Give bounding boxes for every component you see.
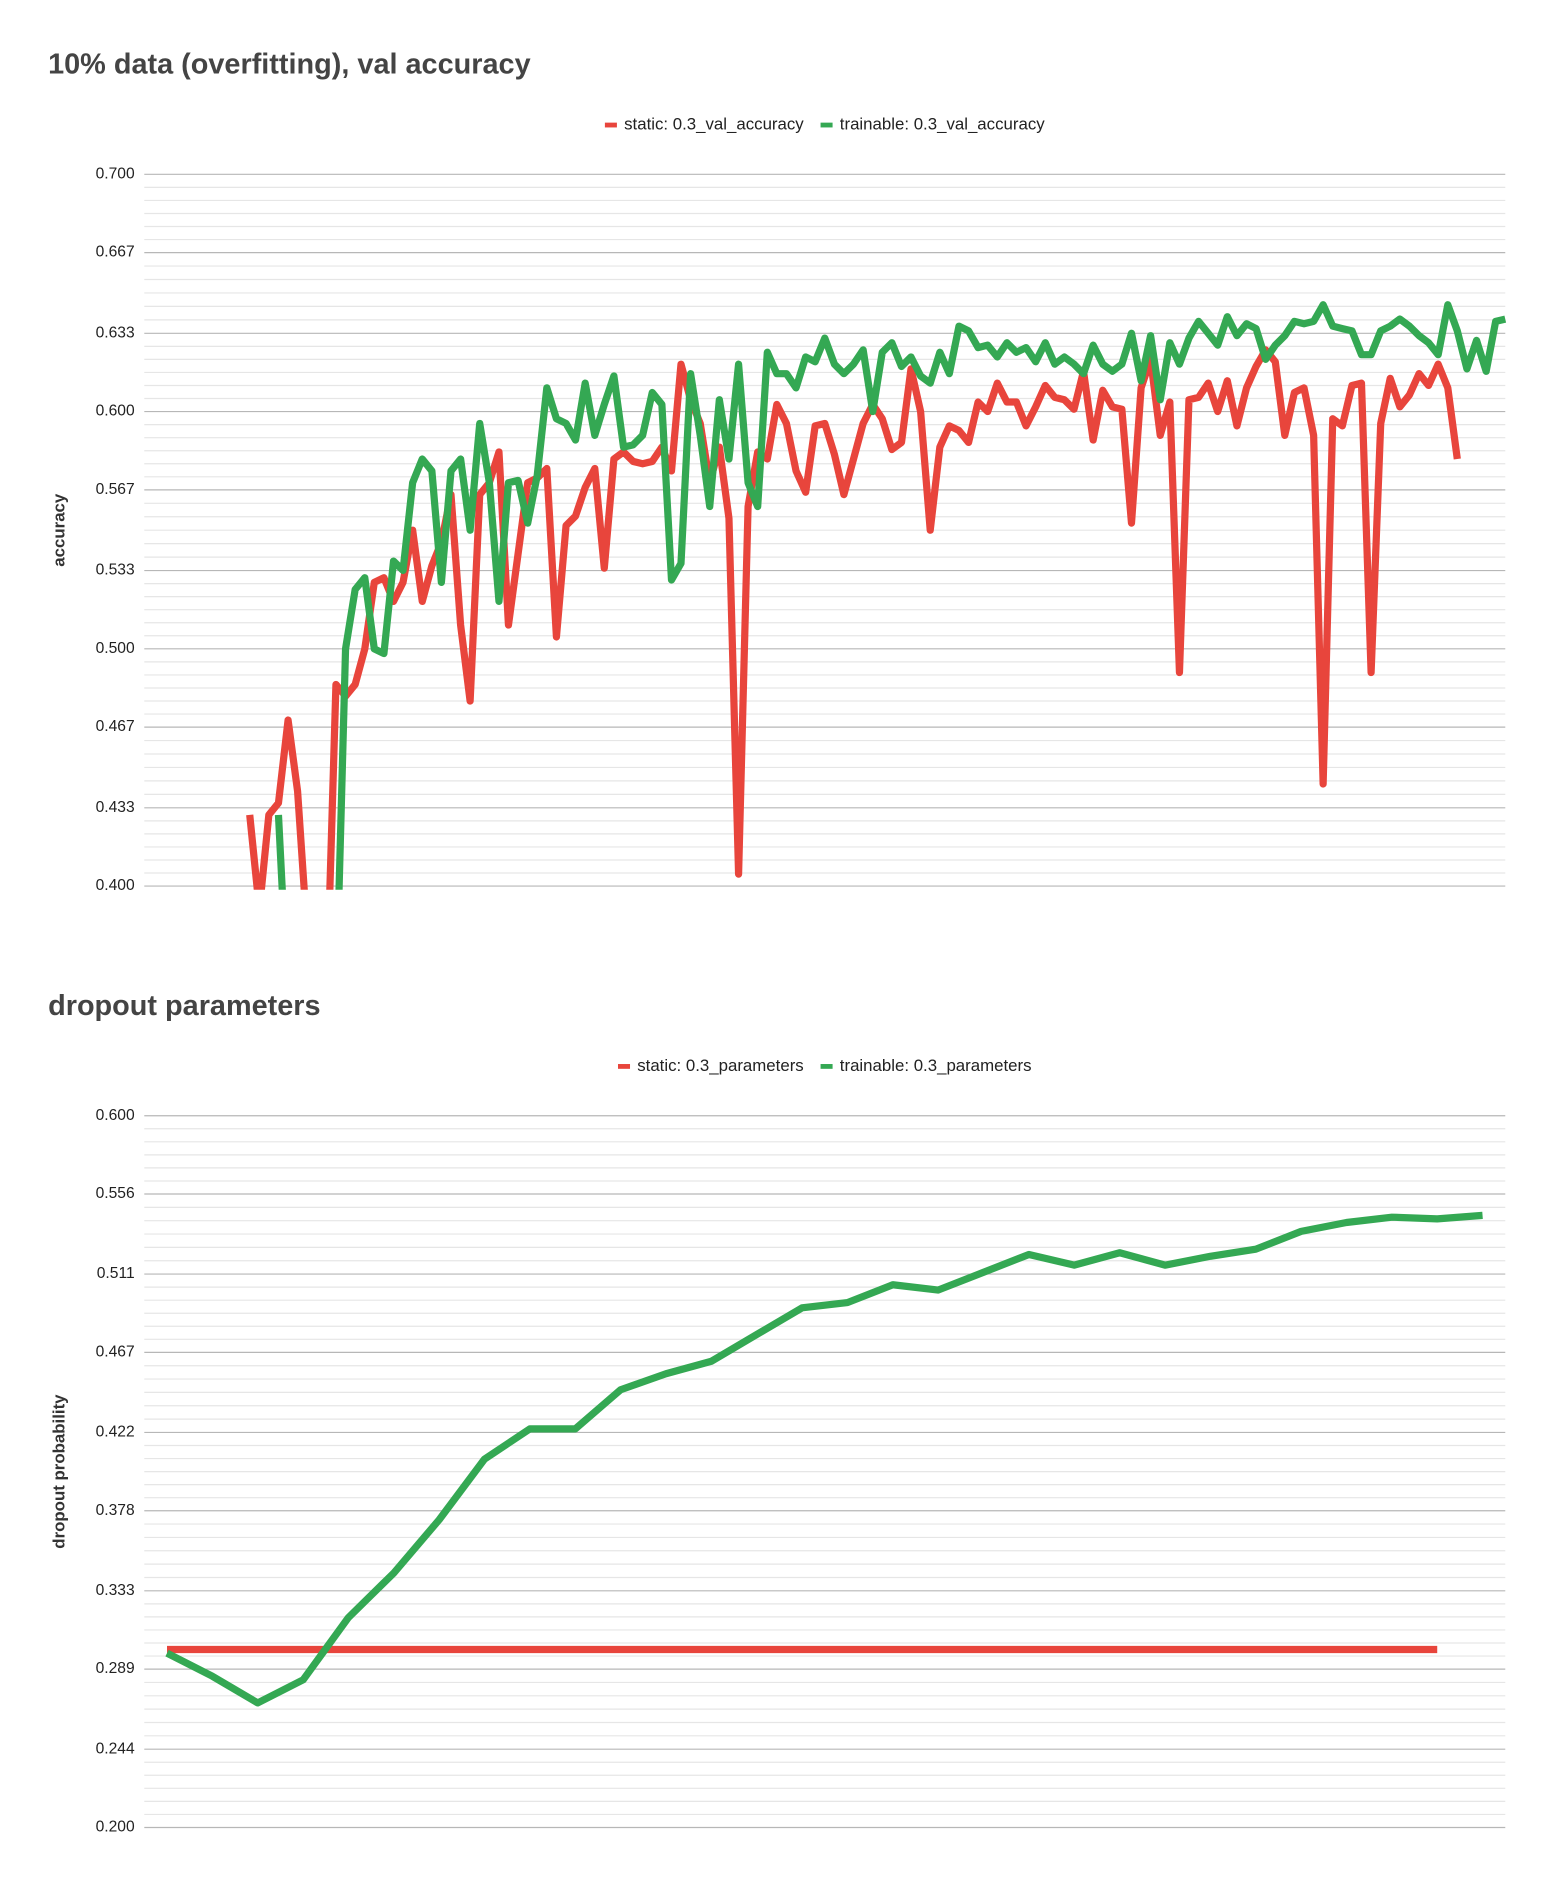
- y-tick-label: 0.333: [96, 1582, 135, 1599]
- series-line: [274, 301, 1507, 890]
- legend: static: 0.3_parameters trainable: 0.3_par…: [617, 1056, 1032, 1075]
- legend: static: 0.3_val_accuracy trainable: 0.3_v…: [604, 114, 1045, 133]
- y-tick-label: 0.422: [96, 1424, 135, 1441]
- y-tick-label: 0.511: [97, 1265, 135, 1282]
- y-tick-label: 0.533: [96, 562, 135, 579]
- y-tick-label: 0.600: [96, 1107, 135, 1124]
- legend-label: trainable: 0.3_parameters: [840, 1056, 1032, 1075]
- y-tick-label: 0.600: [96, 403, 135, 420]
- plot-area: [246, 301, 1507, 890]
- series-line: [165, 1211, 1483, 1707]
- chart-title: dropout parameters: [48, 990, 320, 1022]
- y-tick-label: 0.667: [96, 244, 135, 261]
- y-tick-label: 0.567: [96, 481, 135, 498]
- y-tick-label: 0.700: [96, 165, 135, 182]
- legend-label: static: 0.3_parameters: [637, 1056, 804, 1075]
- y-tick-label: 0.378: [96, 1502, 135, 1519]
- chart-title: 10% data (overfitting), val accuracy: [48, 49, 531, 81]
- plot-area: [165, 1211, 1483, 1707]
- y-tick-label: 0.500: [96, 640, 135, 657]
- y-tick-label: 0.467: [96, 1344, 135, 1361]
- y-tick-label: 0.400: [96, 877, 135, 894]
- legend-label: trainable: 0.3_val_accuracy: [840, 114, 1045, 133]
- y-tick-label: 0.200: [96, 1819, 135, 1836]
- legend-label: static: 0.3_val_accuracy: [624, 114, 804, 133]
- y-tick-label: 0.289: [96, 1660, 135, 1677]
- y-tick-label: 0.467: [96, 718, 135, 735]
- series-line: [246, 346, 1461, 890]
- y-tick-label: 0.244: [96, 1740, 135, 1757]
- y-tick-label: 0.433: [96, 799, 135, 816]
- y-axis-label: accuracy: [50, 493, 69, 567]
- y-tick-label: 0.556: [96, 1185, 135, 1202]
- y-axis-label: dropout probability: [50, 1394, 69, 1549]
- y-tick-label: 0.633: [96, 324, 135, 341]
